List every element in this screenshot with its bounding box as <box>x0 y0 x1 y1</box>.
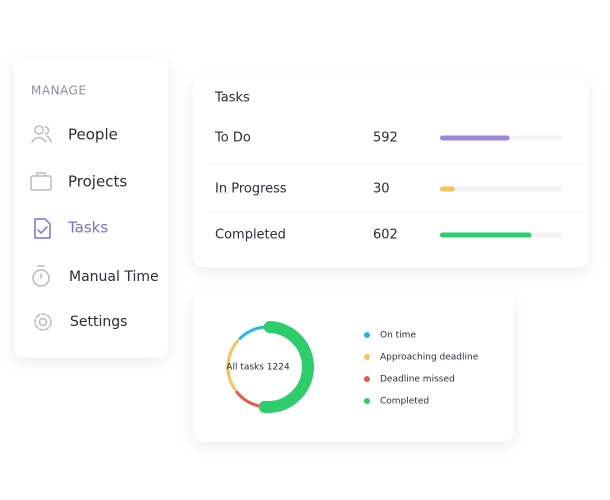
donut-segment <box>226 339 240 391</box>
menu-item-active[interactable]: Tasks <box>67 219 108 237</box>
menu-item[interactable]: People <box>68 126 118 144</box>
task-name: To Do <box>214 131 251 146</box>
timer-icon <box>32 265 50 287</box>
donut-center-label: All tasks 1224 <box>226 363 290 373</box>
settings-icon <box>34 313 52 331</box>
task-count: 30 <box>373 182 390 197</box>
sidebar-heading: MANAGE <box>31 84 86 98</box>
progress-bar <box>440 232 532 238</box>
tasks-card <box>193 78 589 267</box>
progress-bar <box>440 186 455 192</box>
people-icon <box>31 125 52 143</box>
tasks-title: Tasks <box>214 91 250 106</box>
task-count: 592 <box>373 131 398 146</box>
task-name: Completed <box>215 228 286 243</box>
legend-label: On time <box>380 331 416 341</box>
legend-label: Completed <box>380 397 429 407</box>
tasks-icon <box>34 218 51 239</box>
progress-track <box>440 186 562 192</box>
legend-dot <box>364 332 370 338</box>
projects-icon <box>30 172 52 191</box>
task-name: In Progress <box>215 182 287 197</box>
progress-bar <box>440 135 510 141</box>
legend-dot <box>364 398 370 404</box>
legend-dot <box>364 354 370 360</box>
legend-label: Approaching deadline <box>380 353 479 363</box>
menu-item[interactable]: Settings <box>70 314 127 330</box>
sidebar-card <box>14 57 168 358</box>
task-count: 602 <box>373 228 398 243</box>
legend-dot <box>364 376 370 382</box>
menu-item[interactable]: Projects <box>68 173 127 191</box>
donut-segment <box>258 321 314 413</box>
menu-item[interactable]: Manual Time <box>69 269 159 285</box>
legend-label: Deadline missed <box>380 375 455 385</box>
